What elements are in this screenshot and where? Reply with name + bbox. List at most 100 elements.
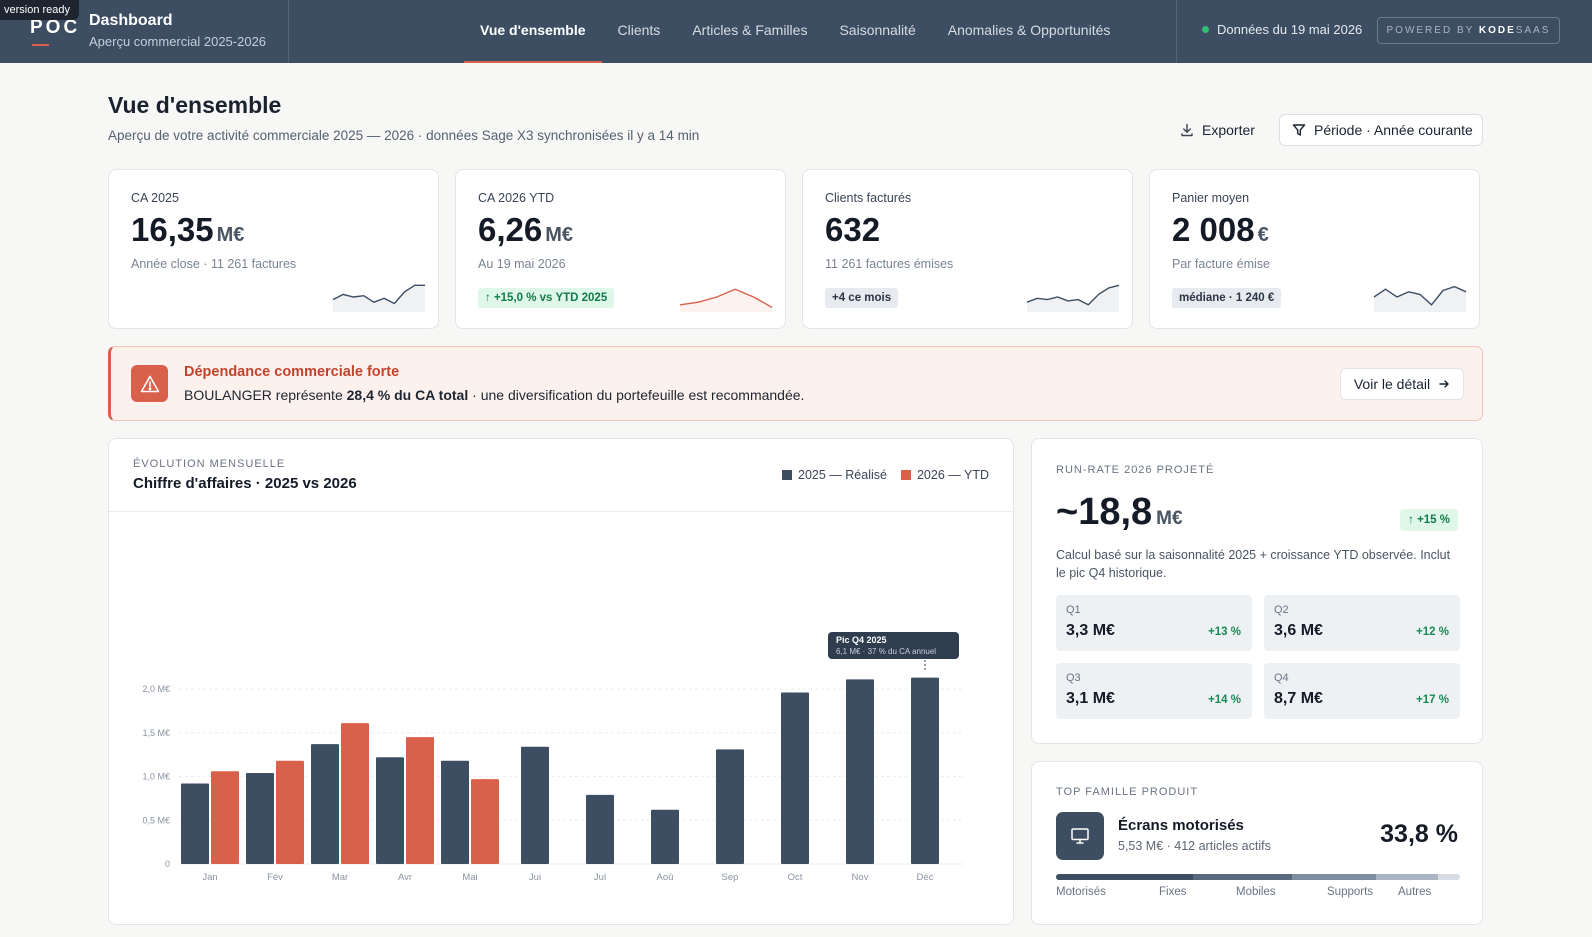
family-share-labels: Motorisés Fixes Mobiles Supports Autres <box>1056 886 1460 902</box>
kpi-sparkline <box>1373 285 1467 312</box>
bar-2025 <box>181 783 209 864</box>
period-filter-button[interactable]: Période · Année courante <box>1279 114 1483 146</box>
quarter-delta: +14 % <box>1208 694 1241 706</box>
x-tick-label: Fév <box>267 872 283 883</box>
kpi-number: 6,26 <box>478 211 543 248</box>
annotation-subtitle: 6,1 M€ · 37 % du CA annuel <box>836 647 936 656</box>
kpi-number: 16,35 <box>131 211 214 248</box>
logo[interactable]: POC <box>30 17 81 38</box>
chart-header: ÉVOLUTION MENSUELLE Chiffre d'affaires ·… <box>109 439 1013 512</box>
kpi-note: Par facture émise <box>1172 257 1270 271</box>
quarter-value: 3,1 M€ <box>1066 690 1115 707</box>
sparkline-area <box>680 289 772 312</box>
top-family-share: 33,8 % <box>1380 820 1458 848</box>
alert-text-before: BOULANGER représente <box>184 387 347 403</box>
version-tag: version ready <box>0 0 80 20</box>
kpi-value: 16,35 M€ <box>131 211 244 249</box>
runrate-note: Calcul basé sur la saisonnalité 2025 + c… <box>1056 548 1451 580</box>
family-segment-label: Mobiles <box>1236 886 1276 898</box>
nav-tab-4[interactable]: Anomalies & Opportunités <box>947 22 1111 38</box>
kpi-number: 2 008 <box>1172 211 1255 248</box>
quarter-card: Q1 3,3 M€ +13 % <box>1056 595 1252 651</box>
chart-kicker: ÉVOLUTION MENSUELLE <box>133 458 286 470</box>
x-tick-label: Aoû <box>657 872 674 883</box>
kpi-unit: M€ <box>216 224 245 246</box>
family-segment-label: Fixes <box>1159 886 1187 898</box>
quarter-delta: +12 % <box>1416 626 1449 638</box>
kpi-badge: +4 ce mois <box>825 288 899 308</box>
annotation-box <box>828 632 959 659</box>
nav-tab-3[interactable]: Saisonnalité <box>839 22 916 38</box>
kpi-value: 6,26 M€ <box>478 211 573 249</box>
legend-swatch <box>900 470 911 480</box>
kpi-number: 632 <box>825 211 881 248</box>
kpi-unit: M€ <box>545 224 574 246</box>
quarter-card: Q3 3,1 M€ +14 % <box>1056 663 1252 719</box>
kpi-card[interactable]: Clients facturés 632 11 261 factures émise… <box>802 169 1133 329</box>
kpi-sparkline <box>1026 284 1120 312</box>
quarter-value: 3,6 M€ <box>1274 622 1323 639</box>
quarter-value: 8,7 M€ <box>1274 690 1323 707</box>
runrate-number: ~18,8 <box>1056 491 1153 533</box>
alert-title: Dépendance commerciale forte <box>184 364 400 380</box>
download-icon <box>1181 123 1193 137</box>
quarter-label: Q1 <box>1066 604 1081 616</box>
view-detail-button[interactable]: Voir le détail <box>1340 368 1464 400</box>
quarter-card: Q2 3,6 M€ +12 % <box>1264 595 1460 651</box>
legend-item: 2026 — YTD <box>900 468 989 482</box>
quarter-card: Q4 8,7 M€ +17 % <box>1264 663 1460 719</box>
kpi-card[interactable]: Panier moyen 2 008 € Par facture émise média… <box>1149 169 1480 329</box>
export-label: Exporter <box>1202 122 1255 138</box>
family-segment <box>1291 874 1377 880</box>
x-tick-label: Mar <box>332 872 348 883</box>
powered-brand-rest: SAAS <box>1515 25 1551 36</box>
x-tick-label: Mai <box>462 872 477 883</box>
bar-2025 <box>651 809 679 864</box>
chart-legend: 2025 — Réalisé 2026 — YTD <box>782 468 989 482</box>
bar-2025 <box>586 794 614 864</box>
kpi-card[interactable]: CA 2025 16,35 M€ Année close · 11 261 factu… <box>108 169 439 329</box>
alert-text: BOULANGER représente 28,4 % du CA total … <box>184 387 804 403</box>
sparkline-area <box>1374 286 1466 312</box>
sparkline-line <box>332 284 425 305</box>
x-tick-label: Nov <box>852 872 869 883</box>
quarter-delta: +13 % <box>1208 626 1241 638</box>
runrate-panel: RUN-RATE 2026 PROJETÉ ~18,8 M€ ↑ +15 % Ca… <box>1031 438 1483 744</box>
data-freshness: Données du 19 mai 2026 <box>1202 22 1362 37</box>
y-tick-label: 1,0 M€ <box>142 772 170 782</box>
alert-text-highlight: 28,4 % du CA total <box>346 387 469 403</box>
view-detail-label: Voir le détail <box>1353 376 1431 392</box>
monitor-icon <box>1056 812 1104 860</box>
runrate-kicker: RUN-RATE 2026 PROJETÉ <box>1056 464 1215 476</box>
powered-prefix: POWERED BY <box>1386 25 1475 36</box>
bar-2025 <box>781 692 809 864</box>
bar-2026 <box>211 771 239 864</box>
bar-2025 <box>716 749 744 864</box>
sparkline-area <box>333 285 425 312</box>
app-title: Dashboard <box>89 12 173 29</box>
bar-2025 <box>911 677 939 864</box>
nav-tab-1[interactable]: Clients <box>617 22 661 38</box>
peak-annotation: Pic Q4 2025 6,1 M€ · 37 % du CA annuel <box>828 632 959 670</box>
bar-2025 <box>311 744 339 864</box>
top-navigation-bar: version ready POC Dashboard Aperçu comme… <box>0 0 1592 63</box>
sparkline-area <box>1027 285 1119 312</box>
runrate-unit: M€ <box>1156 508 1183 529</box>
kpi-badge: médiane · 1 240 € <box>1172 288 1282 308</box>
kpi-card[interactable]: CA 2026 YTD 6,26 M€ Au 19 mai 2026 ↑ +15,0 %… <box>455 169 786 329</box>
quarter-label: Q2 <box>1274 604 1289 616</box>
legend-label: 2026 — YTD <box>916 468 989 482</box>
kpi-label: Panier moyen <box>1172 191 1250 205</box>
nav-tab-2[interactable]: Articles & Familles <box>692 22 808 38</box>
powered-by-badge[interactable]: POWERED BY KODESAAS <box>1377 17 1560 44</box>
kpi-value: 2 008 € <box>1172 211 1269 249</box>
arrow-right-icon <box>1439 380 1449 388</box>
x-tick-label: Jui <box>529 872 541 883</box>
export-button[interactable]: Exporter <box>1180 114 1255 146</box>
nav-tab-0[interactable]: Vue d'ensemble <box>464 0 602 63</box>
quarter-label: Q3 <box>1066 672 1081 684</box>
x-tick-label: Oct <box>788 872 803 883</box>
bar-2025 <box>376 757 404 864</box>
header-divider <box>1176 0 1177 63</box>
family-segment <box>1376 874 1438 880</box>
